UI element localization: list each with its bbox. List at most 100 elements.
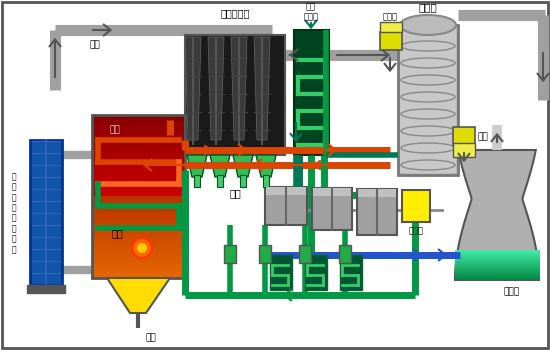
Bar: [92, 146, 185, 147]
Polygon shape: [187, 155, 207, 177]
Bar: [217, 175, 223, 187]
Polygon shape: [231, 37, 247, 140]
Bar: [92, 230, 185, 231]
Bar: [92, 177, 185, 178]
Text: 冷却塔: 冷却塔: [504, 287, 520, 296]
Bar: [92, 122, 185, 123]
Text: 烟气: 烟气: [110, 126, 121, 134]
Bar: [455, 254, 540, 255]
Bar: [92, 181, 185, 182]
Bar: [92, 155, 185, 156]
Bar: [455, 271, 540, 272]
Bar: [455, 266, 540, 267]
Bar: [92, 234, 185, 235]
Bar: [92, 267, 185, 268]
Bar: [92, 117, 185, 118]
Bar: [92, 143, 185, 144]
Bar: [92, 241, 185, 242]
Bar: [92, 196, 185, 197]
Bar: [92, 251, 185, 252]
Bar: [92, 248, 185, 249]
Bar: [92, 200, 185, 201]
Bar: [92, 159, 185, 160]
Text: 发电机: 发电机: [409, 226, 424, 236]
Bar: [92, 129, 185, 130]
Bar: [299, 245, 311, 263]
Bar: [92, 208, 185, 209]
Bar: [92, 164, 185, 165]
Bar: [92, 194, 185, 195]
Bar: [92, 218, 185, 219]
Bar: [92, 255, 185, 256]
Bar: [92, 217, 185, 218]
Bar: [92, 221, 185, 222]
Bar: [92, 223, 185, 224]
Bar: [92, 127, 185, 128]
Bar: [455, 275, 540, 280]
Bar: [92, 148, 185, 149]
Bar: [92, 135, 185, 136]
Bar: [455, 272, 540, 273]
Bar: [92, 185, 185, 186]
Bar: [92, 242, 185, 243]
Bar: [453, 143, 475, 157]
Text: 十灰: 十灰: [112, 228, 124, 238]
Bar: [92, 262, 185, 263]
Bar: [455, 251, 540, 252]
Bar: [30, 140, 62, 285]
Bar: [455, 258, 540, 259]
Polygon shape: [210, 155, 230, 177]
Circle shape: [137, 243, 147, 253]
Bar: [455, 277, 540, 278]
Bar: [92, 171, 185, 172]
Bar: [455, 259, 540, 260]
Bar: [92, 204, 185, 205]
Bar: [92, 271, 185, 272]
Bar: [92, 153, 185, 154]
Bar: [92, 145, 185, 146]
Bar: [92, 243, 185, 244]
Bar: [455, 250, 540, 251]
Bar: [92, 141, 185, 142]
Bar: [259, 245, 271, 263]
Bar: [92, 222, 185, 223]
Bar: [92, 157, 185, 158]
Bar: [92, 115, 185, 278]
Bar: [92, 134, 185, 135]
Bar: [92, 142, 185, 143]
Polygon shape: [233, 155, 253, 177]
Bar: [92, 178, 185, 179]
Bar: [92, 273, 185, 274]
Bar: [92, 173, 185, 174]
Bar: [455, 255, 540, 260]
Bar: [92, 120, 185, 121]
Bar: [455, 267, 540, 268]
Bar: [92, 190, 185, 191]
Bar: [453, 127, 475, 145]
Bar: [380, 22, 402, 32]
Polygon shape: [185, 37, 201, 140]
Bar: [92, 165, 185, 166]
Bar: [92, 203, 185, 204]
Bar: [92, 179, 185, 180]
Bar: [92, 269, 185, 270]
Bar: [92, 197, 185, 198]
Bar: [92, 175, 185, 176]
Bar: [92, 207, 185, 208]
Bar: [92, 233, 185, 234]
Bar: [92, 245, 185, 246]
Bar: [92, 275, 185, 276]
Bar: [92, 264, 185, 265]
Bar: [455, 279, 540, 280]
Text: 干灰: 干灰: [146, 334, 157, 343]
Bar: [92, 140, 185, 141]
Bar: [455, 270, 540, 275]
Bar: [265, 187, 307, 225]
Bar: [92, 195, 185, 196]
Bar: [92, 137, 185, 138]
Bar: [92, 210, 185, 211]
Bar: [92, 124, 185, 125]
Bar: [92, 151, 185, 152]
Bar: [92, 276, 185, 277]
Bar: [455, 275, 540, 276]
